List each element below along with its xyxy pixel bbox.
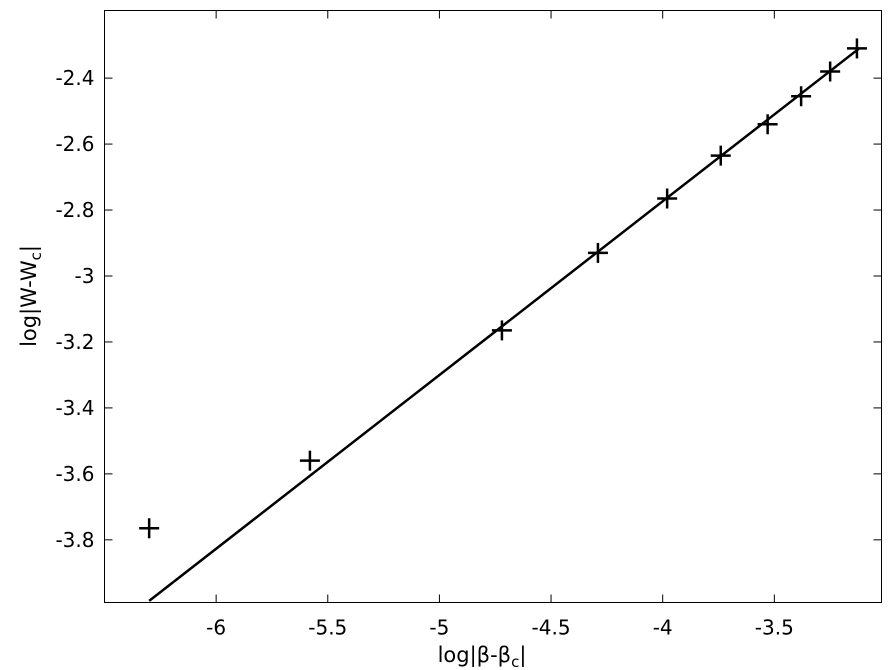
x-tick-label: -6 bbox=[206, 616, 226, 640]
data-point bbox=[791, 86, 812, 107]
data-point bbox=[710, 145, 731, 166]
data-point bbox=[657, 188, 678, 209]
y-tick-label: -3.4 bbox=[55, 396, 94, 420]
fit-line-layer bbox=[148, 47, 860, 602]
data-point bbox=[846, 38, 867, 59]
y-axis-label: log|W-Wc| bbox=[17, 245, 45, 347]
y-tick-label: -2.6 bbox=[55, 132, 94, 156]
x-tick-label: -5 bbox=[429, 616, 449, 640]
data-points bbox=[139, 38, 867, 539]
data-point bbox=[757, 114, 778, 135]
data-point bbox=[299, 450, 320, 471]
data-point bbox=[587, 242, 608, 263]
data-point bbox=[139, 518, 160, 539]
fit-line bbox=[148, 47, 860, 602]
x-tick-label: -4 bbox=[653, 616, 673, 640]
x-axis-label: log|β-βc| bbox=[438, 643, 527, 670]
y-tick-label: -3.2 bbox=[55, 330, 94, 354]
plot-frame bbox=[104, 10, 882, 603]
y-tick-label: -2.8 bbox=[55, 198, 94, 222]
x-tick-label: -4.5 bbox=[532, 616, 571, 640]
data-point bbox=[491, 320, 512, 341]
y-tick-label: -3 bbox=[75, 264, 95, 288]
axis-ticks: -6 -5.5 -5 -4.5 -4 -3.5 -3.8 -3.6 -3.4 -3.2 -3 -2.8… bbox=[55, 10, 882, 640]
data-point bbox=[820, 61, 841, 82]
y-tick-label: -3.8 bbox=[55, 528, 94, 552]
x-tick-label: -5.5 bbox=[308, 616, 347, 640]
x-tick-label: -3.5 bbox=[755, 616, 794, 640]
y-tick-label: -3.6 bbox=[55, 462, 94, 486]
y-tick-label: -2.4 bbox=[55, 66, 94, 90]
